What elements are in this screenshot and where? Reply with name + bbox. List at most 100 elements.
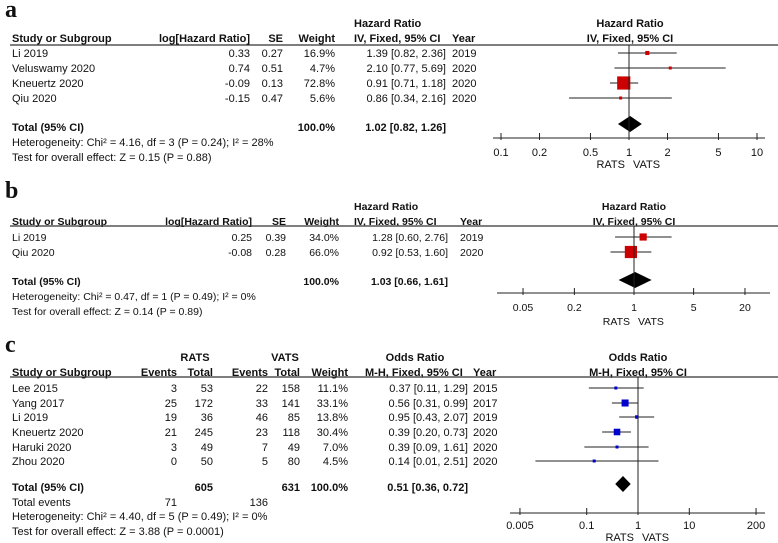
- total-row: Total (95% CI) 605 631 100.0% 0.51 [0.36, 0.…: [12, 476, 631, 494]
- column-header: Weight: [312, 367, 349, 379]
- study-row: Lee 2015 3 53 22 158 11.1% 0.37 [0.11, 1.29] 20…: [12, 383, 644, 395]
- study-cell: 36: [201, 412, 213, 424]
- plot-header-measure: Hazard Ratio: [596, 18, 664, 30]
- column-header: Total: [275, 367, 300, 379]
- total-row: Total (95% CI) 100.0% 1.02 [0.82, 1.26]: [12, 116, 642, 134]
- favours-left-label: RATS: [596, 159, 625, 171]
- plot-header-method: IV, Fixed, 95% CI: [587, 33, 673, 45]
- plot-header-measure: Odds Ratio: [609, 352, 668, 364]
- study-name: Haruki 2020: [12, 442, 71, 454]
- study-name: Zhou 2020: [12, 456, 65, 468]
- column-header: IV, Fixed, 95% CI: [354, 33, 440, 45]
- study-cell: 2015: [473, 383, 497, 395]
- study-cell: 0.47: [262, 93, 283, 105]
- pooled-diamond: [617, 116, 642, 132]
- favours-right-label: VATS: [633, 159, 660, 171]
- tick-label: 0.2: [567, 302, 582, 314]
- study-row: Li 2019 19 36 46 85 13.8% 0.95 [0.43, 2.07] 201…: [12, 412, 655, 424]
- tick-label: 10: [751, 147, 763, 159]
- study-row: Kneuertz 2020 21 245 23 118 30.4% 0.39 [0.20, …: [12, 427, 631, 439]
- study-cell: 0.13: [262, 78, 283, 90]
- study-row: Haruki 2020 3 49 7 49 7.0% 0.39 [0.09, 1.61] 20…: [12, 442, 649, 454]
- study-name: Lee 2015: [12, 383, 58, 395]
- tick-label: 1: [631, 302, 637, 314]
- total-label: Total (95% CI): [12, 276, 81, 288]
- pooled-diamond: [615, 476, 631, 492]
- study-cell: -0.08: [228, 247, 252, 259]
- study-cell: 66.0%: [309, 247, 339, 259]
- study-name: Kneuertz 2020: [12, 78, 84, 90]
- total-cell: 605: [195, 482, 213, 494]
- favours-left-label: RATS: [603, 316, 630, 328]
- header-group-label: RATS: [180, 352, 209, 364]
- study-cell: 0.39: [266, 232, 287, 244]
- study-cell: 11.1%: [318, 383, 349, 395]
- total-events-row: Total events 71 136: [12, 497, 268, 509]
- effect-square: [613, 428, 621, 436]
- tick-label: 0.5: [583, 147, 598, 159]
- study-name: Li 2019: [12, 412, 48, 424]
- column-header: IV, Fixed, 95% CI: [354, 216, 437, 228]
- study-cell: 2.10 [0.77, 5.69]: [366, 63, 446, 75]
- study-cell: 172: [195, 398, 213, 410]
- study-cell: 1.28 [0.60, 2.76]: [372, 232, 448, 244]
- study-cell: 158: [282, 383, 300, 395]
- header-group-label: Hazard Ratio: [354, 18, 422, 30]
- study-cell: 0.92 [0.53, 1.60]: [372, 247, 448, 259]
- effect-square: [645, 50, 650, 56]
- tick-label: 0.05: [513, 302, 534, 314]
- total-label: Total (95% CI): [12, 122, 84, 134]
- tick-label: 20: [739, 302, 751, 314]
- plot-header-measure: Hazard Ratio: [602, 201, 666, 213]
- study-cell: 2019: [473, 412, 497, 424]
- column-header: Study or Subgroup: [12, 216, 107, 228]
- study-cell: 7: [262, 442, 268, 454]
- study-cell: 85: [288, 412, 300, 424]
- x-axis: 0.005 0.1 1 10 200 RATS VATS: [506, 377, 765, 543]
- panel-label: b: [5, 178, 18, 204]
- plot-header-method: M-H, Fixed, 95% CI: [589, 367, 687, 379]
- study-cell: 141: [282, 398, 300, 410]
- study-cell: 0.39 [0.20, 0.73]: [388, 427, 468, 439]
- study-cell: 245: [195, 427, 213, 439]
- effect-square: [619, 96, 623, 100]
- column-header: Year: [452, 33, 476, 45]
- tick-label: 0.2: [532, 147, 547, 159]
- forest-panel-a: a Hazard Ratio Study or Subgroup log[Hazard…: [5, 0, 778, 171]
- study-cell: 0.14 [0.01, 2.51]: [388, 456, 468, 468]
- tick-label: 0.1: [493, 147, 508, 159]
- column-header: SE: [272, 216, 286, 228]
- study-cell: 0.28: [266, 247, 287, 259]
- header-group-label: Hazard Ratio: [354, 201, 418, 213]
- tick-label: 10: [683, 520, 695, 532]
- tick-label: 1: [626, 147, 632, 159]
- study-cell: 3: [171, 383, 177, 395]
- study-cell: 3: [171, 442, 177, 454]
- effect-square: [621, 399, 629, 407]
- total-events-cell: 71: [165, 497, 177, 509]
- study-name: Qiu 2020: [12, 93, 57, 105]
- study-cell: 22: [256, 383, 268, 395]
- column-header: Year: [473, 367, 497, 379]
- tick-label: 5: [691, 302, 697, 314]
- study-name: Li 2019: [12, 232, 47, 244]
- column-header: M-H, Fixed, 95% CI: [365, 367, 463, 379]
- study-cell: 0.27: [262, 48, 283, 60]
- study-cell: 33: [256, 398, 268, 410]
- forest-panel-c: c RATS VATS Odds Ratio Study or Subgroup Even…: [5, 332, 778, 543]
- column-header: Weight: [304, 216, 339, 228]
- study-cell: 80: [288, 456, 300, 468]
- study-cell: 4.5%: [323, 456, 348, 468]
- study-name: Kneuertz 2020: [12, 427, 84, 439]
- tick-label: 2: [664, 147, 670, 159]
- panel-label: a: [5, 0, 17, 23]
- study-cell: 0.33: [229, 48, 250, 60]
- effect-square: [592, 459, 596, 463]
- study-name: Veluswamy 2020: [12, 63, 95, 75]
- study-cell: 2020: [452, 78, 476, 90]
- panel-label: c: [5, 332, 16, 358]
- total-cell: 0.51 [0.36, 0.72]: [387, 482, 468, 494]
- study-cell: 53: [201, 383, 213, 395]
- header-group-label: VATS: [271, 352, 299, 364]
- study-cell: 2019: [460, 232, 484, 244]
